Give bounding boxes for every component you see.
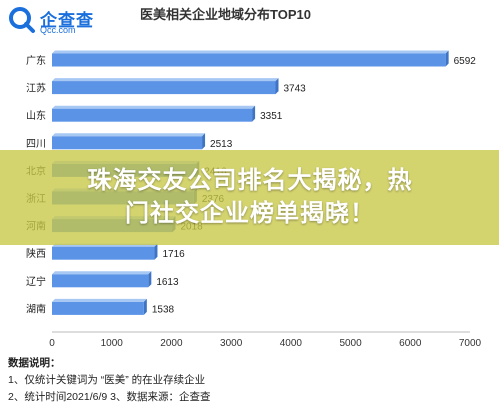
bar-value-label: 3743 [284, 84, 307, 95]
x-tick-label: 2000 [160, 338, 183, 349]
category-label: 山东 [26, 109, 46, 122]
headline-text: 珠海交友公司排名大揭秘，热 门社交企业榜单揭晓！ [20, 164, 480, 230]
chart-header: 企查查 Qcc.com 医美相关企业地域分布TOP10 [0, 0, 499, 40]
bar [52, 274, 149, 288]
bar-top-face [52, 78, 279, 82]
category-label: 辽宁 [26, 275, 46, 288]
category-label: 湖南 [26, 302, 46, 315]
notes-line-2: 2、统计时间2021/6/9 3、数据来源：企查查 [8, 391, 211, 403]
bar-end-face [154, 243, 158, 260]
bar-value-label: 1538 [152, 304, 175, 315]
x-tick-label: 4000 [280, 338, 303, 349]
bar-value-label: 3351 [260, 111, 283, 122]
x-tick-label: 0 [49, 338, 55, 349]
bar-end-face [275, 78, 279, 95]
x-tick-label: 1000 [101, 338, 124, 349]
bar-end-face [143, 298, 147, 315]
bar [52, 246, 155, 260]
bar-top-face [52, 105, 256, 109]
notes-line-1: 1、仅统计关键词为 “医美” 的在业存续企业 [8, 374, 206, 386]
bar-end-face [202, 133, 206, 150]
bar-top-face [52, 50, 449, 54]
bar-end-face [252, 105, 256, 122]
bar-top-face [52, 298, 147, 302]
bar [52, 81, 276, 95]
headline-line-1: 珠海交友公司排名大揭秘，热 [87, 167, 413, 194]
bar-value-label: 1716 [162, 249, 185, 260]
headline-line-2: 门社交企业榜单揭晓！ [125, 200, 375, 227]
bar [52, 136, 203, 150]
bar-top-face [52, 271, 152, 275]
bar [52, 53, 446, 67]
brand-domain: Qcc.com [40, 25, 76, 35]
headline-banner: 珠海交友公司排名大揭秘，热 门社交企业榜单揭晓！ [0, 150, 499, 245]
bar [52, 301, 144, 315]
bar-end-face [445, 50, 449, 67]
x-tick-label: 6000 [399, 338, 422, 349]
bar-end-face [148, 271, 152, 288]
category-label: 广东 [26, 54, 46, 67]
notes-heading: 数据说明： [8, 357, 61, 369]
category-label: 江苏 [26, 82, 46, 95]
bar-value-label: 2513 [210, 139, 233, 150]
chart-title: 医美相关企业地域分布TOP10 [140, 7, 311, 22]
bar-top-face [52, 133, 206, 137]
x-tick-label: 3000 [220, 338, 243, 349]
x-tick-label: 7000 [459, 338, 482, 349]
category-label: 四川 [26, 139, 46, 150]
brand-name: 企查查 [40, 11, 94, 30]
bar [52, 108, 253, 122]
category-label: 陕西 [26, 247, 46, 260]
x-tick-label: 5000 [339, 338, 362, 349]
qcc-logo-icon [9, 7, 35, 33]
brand-logo: 企查查 Qcc.com [8, 6, 118, 36]
data-notes: 数据说明： 1、仅统计关键词为 “医美” 的在业存续企业 2、统计时间2021/… [8, 355, 488, 406]
bar-value-label: 1613 [156, 277, 179, 288]
bar-value-label: 6592 [454, 56, 477, 67]
